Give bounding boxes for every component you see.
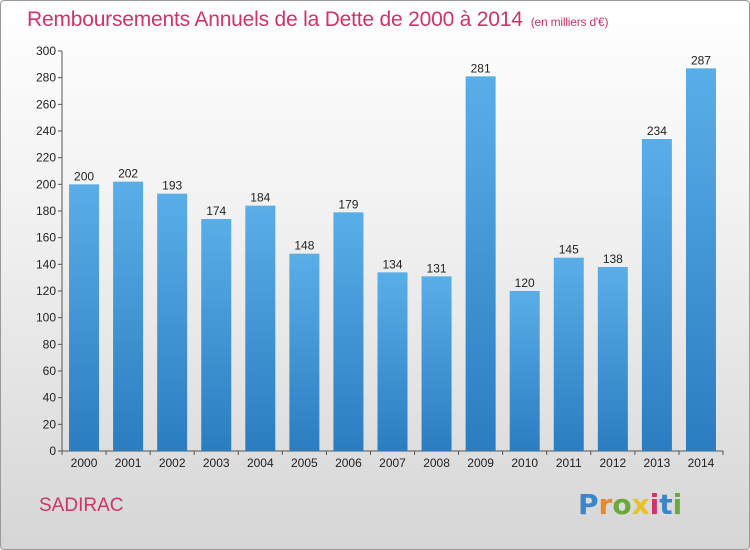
value-label-2000: 200	[74, 169, 94, 183]
x-tick-label-2002: 2002	[159, 456, 186, 470]
x-tick-label-2013: 2013	[644, 456, 671, 470]
logo-letter: P	[578, 488, 599, 521]
y-tick-label: 160	[36, 231, 56, 245]
x-tick-label-2004: 2004	[247, 456, 274, 470]
bar-2013	[641, 139, 672, 451]
chart-bars	[69, 68, 716, 452]
proxiti-logo[interactable]: Proxiti	[578, 488, 682, 521]
value-label-2001: 202	[118, 167, 138, 181]
y-tick-label: 180	[36, 204, 56, 218]
y-tick-label: 140	[36, 257, 56, 271]
x-tick-label-2007: 2007	[379, 456, 406, 470]
value-label-2005: 148	[294, 239, 314, 253]
x-tick-label-2000: 2000	[71, 456, 98, 470]
y-tick-label: 40	[43, 391, 57, 405]
logo-letter: x	[631, 488, 650, 521]
bar-2000	[69, 184, 100, 452]
x-tick-label-2008: 2008	[423, 456, 450, 470]
y-tick-label: 0	[49, 444, 56, 458]
city-name: SADIRAC	[39, 495, 124, 516]
bar-2010	[509, 291, 540, 451]
logo-letter: o	[612, 488, 632, 521]
bar-2001	[113, 181, 144, 451]
y-tick-label: 300	[36, 44, 56, 58]
value-label-2012: 138	[603, 252, 623, 266]
logo-letter: r	[598, 488, 613, 521]
y-tick-label: 60	[43, 364, 57, 378]
y-tick-label: 260	[36, 97, 56, 111]
bar-2011	[553, 257, 584, 451]
x-tick-label-2011: 2011	[556, 456, 582, 470]
bar-2007	[377, 272, 408, 451]
y-tick-label: 80	[43, 337, 57, 351]
value-label-2002: 193	[162, 179, 182, 193]
bar-2014	[685, 68, 716, 451]
x-tick-label-2006: 2006	[335, 456, 362, 470]
chart-title-text: Remboursements Annuels de la Dette de 20…	[27, 8, 523, 31]
value-label-2013: 234	[647, 124, 667, 138]
x-tick-label-2009: 2009	[467, 456, 494, 470]
bar-2006	[333, 212, 364, 451]
bar-2009	[465, 76, 496, 451]
value-label-2011: 145	[559, 243, 579, 257]
value-label-2007: 134	[382, 257, 402, 271]
y-tick-label: 200	[36, 177, 56, 191]
value-label-2010: 120	[515, 276, 535, 290]
bar-2012	[597, 267, 628, 451]
y-tick-label: 100	[36, 311, 56, 325]
x-tick-label-2014: 2014	[688, 456, 715, 470]
x-tick-label-2010: 2010	[511, 456, 538, 470]
value-label-2008: 131	[427, 261, 447, 275]
bar-2002	[157, 193, 188, 451]
bar-2003	[201, 219, 232, 451]
x-tick-label-2003: 2003	[203, 456, 230, 470]
value-label-2014: 287	[691, 53, 711, 67]
y-tick-label: 20	[43, 417, 57, 431]
y-tick-label: 280	[36, 71, 56, 85]
y-tick-label: 240	[36, 124, 56, 138]
y-tick-label: 220	[36, 151, 56, 165]
x-tick-label-2005: 2005	[291, 456, 318, 470]
value-label-2009: 281	[471, 61, 491, 75]
x-tick-label-2001: 2001	[115, 456, 142, 470]
chart-unit: (en milliers d'€)	[530, 15, 609, 29]
chart-labels: 2000 200 2001 202 2002 193 2003 174 2004 184 2005 1…	[71, 53, 715, 470]
logo-letter: i	[649, 488, 660, 521]
value-label-2004: 184	[250, 191, 270, 205]
bar-2004	[245, 205, 276, 451]
logo-letter: i	[672, 488, 683, 521]
bar-2008	[421, 276, 452, 451]
chart-title: Remboursements Annuels de la Dette de 20…	[27, 8, 608, 32]
y-tick-label: 120	[36, 284, 56, 298]
bar-2005	[289, 253, 320, 451]
x-tick-label-2012: 2012	[599, 456, 626, 470]
logo-letter: t	[659, 488, 673, 521]
value-label-2003: 174	[206, 204, 226, 218]
value-label-2006: 179	[338, 197, 358, 211]
